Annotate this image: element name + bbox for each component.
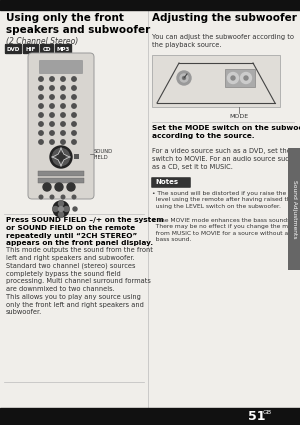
Bar (38, 178, 84, 183)
Text: CD: CD (43, 46, 51, 51)
Circle shape (61, 140, 65, 144)
Circle shape (72, 113, 76, 117)
Bar (0, 408, 300, 425)
Text: Set the MODE switch on the subwoofer
according to the source.: Set the MODE switch on the subwoofer acc… (152, 125, 300, 139)
FancyBboxPatch shape (5, 44, 22, 54)
Circle shape (72, 131, 76, 135)
Circle shape (182, 76, 185, 79)
Circle shape (39, 195, 43, 199)
Text: (2 Channel Stereo): (2 Channel Stereo) (6, 37, 78, 46)
Circle shape (39, 113, 43, 117)
Circle shape (72, 140, 76, 144)
Circle shape (61, 95, 65, 99)
Circle shape (50, 95, 54, 99)
Circle shape (244, 76, 248, 80)
Circle shape (43, 183, 51, 191)
Circle shape (50, 131, 54, 135)
Circle shape (72, 122, 76, 126)
Circle shape (57, 153, 65, 161)
Circle shape (50, 113, 54, 117)
Circle shape (55, 183, 63, 191)
Circle shape (39, 95, 43, 99)
Circle shape (50, 146, 72, 168)
Text: This mode outputs the sound from the front
left and right speakers and subwoofer: This mode outputs the sound from the fro… (6, 247, 153, 315)
Circle shape (227, 73, 239, 83)
Text: For a video source such as a DVD, set the
switch to MOVIE. For an audio source s: For a video source such as a DVD, set th… (152, 148, 293, 170)
Circle shape (73, 207, 77, 211)
Circle shape (39, 122, 43, 126)
Circle shape (61, 113, 65, 117)
Circle shape (53, 201, 69, 217)
Text: DVD: DVD (7, 46, 20, 51)
Circle shape (52, 148, 70, 165)
Circle shape (72, 104, 76, 108)
Text: SOUND
FIELD: SOUND FIELD (94, 149, 113, 160)
Text: You can adjust the subwoofer according to
the playback source.: You can adjust the subwoofer according t… (152, 34, 294, 48)
Circle shape (50, 86, 54, 90)
Circle shape (61, 104, 65, 108)
Bar (225, 69, 255, 87)
FancyBboxPatch shape (55, 44, 72, 54)
Circle shape (61, 195, 65, 199)
Circle shape (72, 195, 76, 199)
Circle shape (72, 86, 76, 90)
Text: MODE: MODE (230, 114, 249, 119)
Circle shape (177, 71, 191, 85)
Text: HIF: HIF (26, 46, 36, 51)
Text: Press SOUND FIELD –/+ on the system
or SOUND FIELD on the remote
repeatedly unti: Press SOUND FIELD –/+ on the system or S… (6, 217, 164, 246)
Circle shape (61, 86, 65, 90)
Text: Notes: Notes (155, 179, 178, 185)
Circle shape (39, 77, 43, 81)
Bar (152, 55, 280, 107)
Text: • The MOVIE mode enhances the bass sounds more.
  There may be no effect if you : • The MOVIE mode enhances the bass sound… (152, 218, 300, 242)
Circle shape (50, 77, 54, 81)
Circle shape (61, 131, 65, 135)
Bar (74, 154, 79, 159)
FancyBboxPatch shape (28, 53, 94, 199)
Bar (38, 171, 84, 176)
Circle shape (241, 73, 251, 83)
Text: Adjusting the subwoofer: Adjusting the subwoofer (152, 13, 297, 23)
Bar (0, 0, 300, 10)
FancyBboxPatch shape (151, 177, 191, 188)
Circle shape (39, 140, 43, 144)
Circle shape (67, 183, 75, 191)
Circle shape (58, 207, 64, 212)
FancyBboxPatch shape (40, 44, 54, 54)
FancyBboxPatch shape (23, 44, 39, 54)
Circle shape (50, 195, 54, 199)
Circle shape (72, 95, 76, 99)
Circle shape (39, 86, 43, 90)
Text: 51: 51 (248, 410, 266, 423)
Circle shape (64, 207, 69, 212)
Bar (288, 148, 300, 270)
Circle shape (58, 201, 64, 206)
FancyBboxPatch shape (39, 60, 83, 74)
Text: • The sound will be distorted if you raise the volume
  level using the remote a: • The sound will be distorted if you rai… (152, 191, 300, 209)
Circle shape (50, 104, 54, 108)
Circle shape (50, 140, 54, 144)
Circle shape (58, 212, 64, 217)
Text: Sound Adjustments: Sound Adjustments (292, 180, 296, 238)
Circle shape (180, 74, 188, 82)
Circle shape (61, 122, 65, 126)
Text: MP3: MP3 (57, 46, 70, 51)
Text: GB: GB (263, 411, 272, 416)
Circle shape (53, 207, 58, 212)
Circle shape (231, 76, 235, 80)
Circle shape (72, 77, 76, 81)
Circle shape (61, 77, 65, 81)
Circle shape (39, 104, 43, 108)
Circle shape (39, 131, 43, 135)
Circle shape (50, 122, 54, 126)
Text: Using only the front
speakers and subwoofer: Using only the front speakers and subwoo… (6, 13, 150, 35)
